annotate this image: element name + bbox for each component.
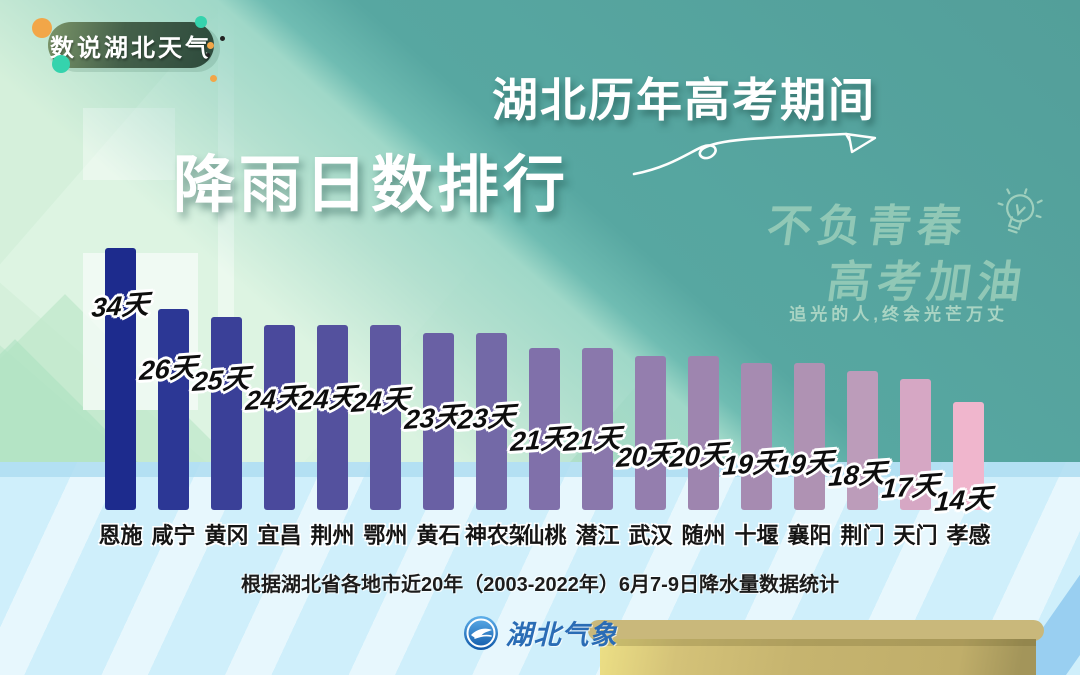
bar-city-label: 孝感 xyxy=(946,523,991,548)
bar-value-label: 21天 xyxy=(562,423,623,457)
chart-column: 25天黄冈 xyxy=(192,240,253,548)
bar-value-label: 18天 xyxy=(827,458,888,492)
hubei-weather-logo-icon xyxy=(463,615,498,650)
bar xyxy=(953,402,984,510)
chart-column: 34天恩施 xyxy=(91,240,150,548)
page-title-line1: 湖北历年高考期间 xyxy=(492,74,876,126)
bar-city-label: 鄂州 xyxy=(363,523,408,548)
chart-column: 19天十堰 xyxy=(722,240,783,548)
orange-dot-icon xyxy=(32,18,52,38)
bar-value-label: 24天 xyxy=(244,382,305,416)
bar xyxy=(158,309,189,510)
bar xyxy=(211,317,242,510)
bar-city-label: 黄石 xyxy=(416,523,461,548)
bar-city-label: 随州 xyxy=(681,523,726,548)
data-source-footnote: 根据湖北省各地市近20年（2003-2022年）6月7-9日降水量数据统计 xyxy=(241,574,839,596)
chart-column: 17天天门 xyxy=(881,240,942,548)
bar-city-label: 神农架 xyxy=(465,523,532,548)
motto-tagline: 追光的人,终会光芒万丈 xyxy=(789,305,1008,324)
bar xyxy=(317,325,348,510)
bar xyxy=(688,356,719,510)
chart-column: 24天荆州 xyxy=(298,240,359,548)
bar xyxy=(264,325,295,510)
bar-city-label: 潜江 xyxy=(575,523,620,548)
bar-city-label: 恩施 xyxy=(98,523,143,548)
bar-city-label: 十堰 xyxy=(734,523,779,548)
bar-value-label: 14天 xyxy=(933,483,994,517)
chart-column: 26天咸宁 xyxy=(139,240,200,548)
bar xyxy=(794,363,825,510)
bar-value-label: 20天 xyxy=(615,439,676,473)
bar-city-label: 荆州 xyxy=(310,523,355,548)
bar-value-label: 24天 xyxy=(297,382,358,416)
logo-label: 湖北气象 xyxy=(505,620,618,650)
orange-dot-icon xyxy=(207,42,214,49)
bar-city-label: 咸宁 xyxy=(151,523,196,548)
bar-value-label: 25天 xyxy=(191,363,252,397)
chart-column: 23天黄石 xyxy=(404,240,465,548)
chart-column: 24天鄂州 xyxy=(351,240,412,548)
page-title-line2: 降雨日数排行 xyxy=(173,151,570,220)
desk-top xyxy=(588,620,1044,641)
bar xyxy=(582,348,613,510)
chart-column: 24天宜昌 xyxy=(245,240,306,548)
logo-row: 湖北气象 xyxy=(0,613,1080,652)
bar-city-label: 天门 xyxy=(893,523,938,548)
chart-column: 14天孝感 xyxy=(934,240,995,548)
bar-value-label: 23天 xyxy=(403,401,464,435)
bar xyxy=(476,333,507,510)
orange-dot-icon xyxy=(210,75,217,82)
bar-chart: 34天 恩施 26天 咸宁 25天 黄冈 24天 宜昌 24天 荆州 24天 鄂州 23天 黄石 23天 神农… xyxy=(91,240,995,548)
bar xyxy=(635,356,666,510)
bar xyxy=(370,325,401,510)
desk-body xyxy=(600,639,1036,675)
bar-city-label: 黄冈 xyxy=(204,523,249,548)
chart-column: 23天神农架 xyxy=(457,240,531,548)
bar xyxy=(900,379,931,510)
bar xyxy=(105,248,136,510)
bar-value-label: 19天 xyxy=(721,447,782,481)
chart-column: 18天荆门 xyxy=(828,240,889,548)
chart-column: 20天武汉 xyxy=(616,240,677,548)
bar xyxy=(529,348,560,510)
bar-city-label: 宜昌 xyxy=(257,523,302,548)
bar-value-label: 26天 xyxy=(138,352,199,386)
bar-value-label: 34天 xyxy=(90,289,151,323)
chart-column: 21天仙桃 xyxy=(510,240,571,548)
lightbulb-icon xyxy=(997,188,1043,234)
bar xyxy=(423,333,454,510)
black-dot-icon xyxy=(220,36,225,41)
bar-city-label: 荆门 xyxy=(840,523,885,548)
bar-value-label: 20天 xyxy=(668,439,729,473)
bar xyxy=(847,371,878,510)
bar-value-label: 23天 xyxy=(456,401,517,435)
series-badge: 数说湖北天气 xyxy=(48,22,214,68)
teal-dot-icon xyxy=(52,55,70,73)
chart-column: 21天潜江 xyxy=(563,240,624,548)
bar-value-label: 17天 xyxy=(880,470,941,504)
bar-value-label: 19天 xyxy=(774,447,835,481)
chart-column: 19天襄阳 xyxy=(775,240,836,548)
series-badge-label: 数说湖北天气 xyxy=(50,34,212,62)
teal-dot-icon xyxy=(195,16,207,28)
bar-city-label: 武汉 xyxy=(628,523,673,548)
black-dot-icon xyxy=(206,53,210,57)
arrow-doodle-icon xyxy=(632,132,877,176)
bar-value-label: 24天 xyxy=(350,384,411,418)
bar xyxy=(741,363,772,510)
bar-city-label: 襄阳 xyxy=(787,523,832,548)
bar-city-label: 仙桃 xyxy=(522,523,567,548)
bar-value-label: 21天 xyxy=(509,423,570,457)
chart-column: 20天随州 xyxy=(669,240,730,548)
